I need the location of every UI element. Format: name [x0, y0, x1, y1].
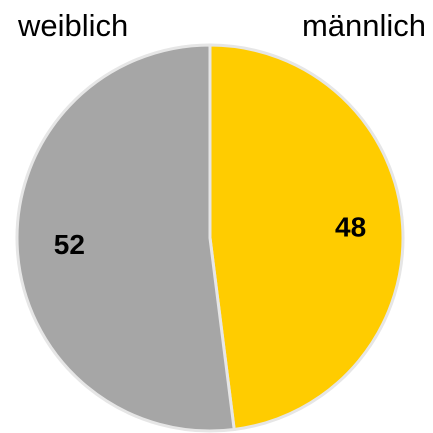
- category-label: männlich: [302, 8, 426, 43]
- data-label: 52: [54, 229, 85, 260]
- category-label: weiblich: [17, 8, 128, 43]
- pie-slice: [15, 43, 236, 433]
- pie-slice: [208, 43, 405, 432]
- data-label: 48: [335, 212, 366, 243]
